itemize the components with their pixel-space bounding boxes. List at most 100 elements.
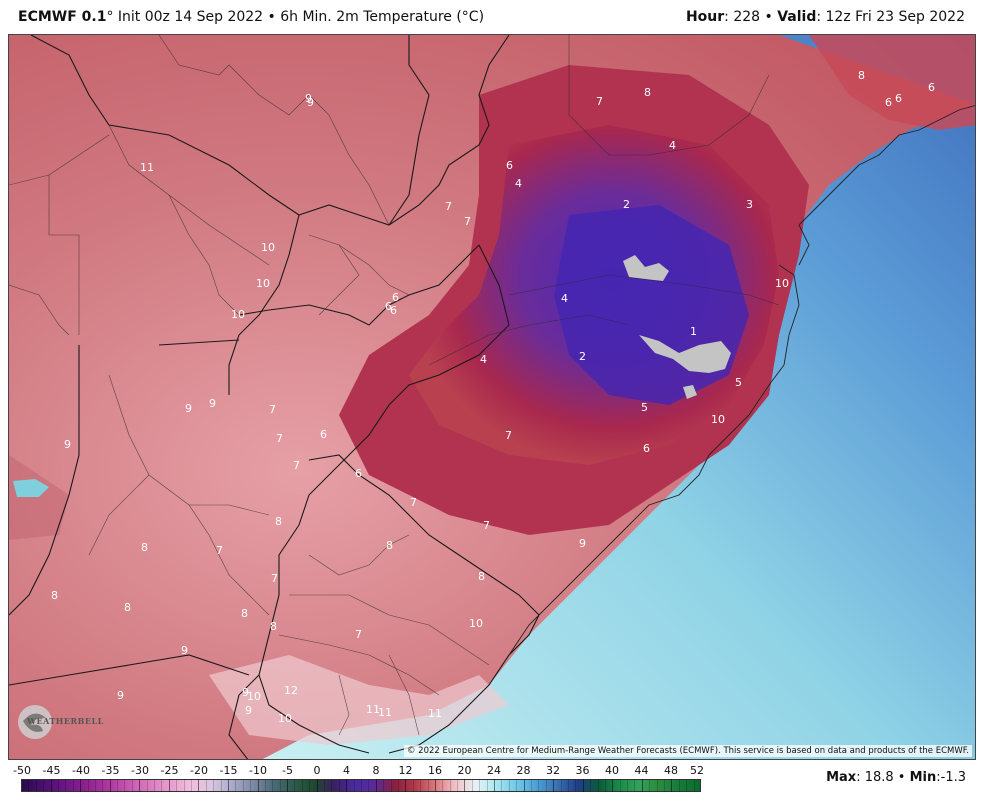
colorbar-separator: [634, 779, 636, 792]
colorbar-separator: [390, 779, 392, 792]
colorbar-separator: [35, 779, 37, 792]
temp-label: 11: [428, 707, 442, 720]
colorbar-separator: [102, 779, 104, 792]
colorbar-separator: [501, 779, 503, 792]
country-borders: [9, 35, 540, 759]
temp-label: 10: [469, 617, 483, 630]
colorbar-separator: [264, 779, 266, 792]
colorbar-separator: [361, 779, 362, 792]
colorbar-tick: 52: [690, 764, 704, 777]
colorbar-separator: [412, 779, 414, 792]
temp-label: 10: [261, 241, 275, 254]
temp-label: 7: [293, 459, 300, 472]
map-header: ECMWF 0.1° Init 00z 14 Sep 2022 • 6h Min…: [0, 0, 984, 34]
colorbar-separator: [139, 779, 141, 792]
colorbar-tick: -15: [219, 764, 238, 777]
temp-label: 7: [276, 432, 283, 445]
colorbar-separator: [279, 779, 281, 792]
colorbar-tick: -50: [13, 764, 31, 777]
temp-label: 7: [355, 628, 362, 641]
temp-label: 6: [895, 92, 902, 105]
colorbar-tick: 28: [516, 764, 531, 777]
colorbar-separator: [405, 779, 407, 792]
min-label: Min: [909, 770, 937, 785]
init-description: ° Init 00z 14 Sep 2022 • 6h Min. 2m Temp…: [106, 9, 485, 25]
colorbar-separator: [434, 779, 436, 792]
temp-label: 7: [216, 544, 223, 557]
temp-label: 9: [64, 438, 71, 451]
frost-patch-1: [623, 255, 669, 281]
colorbar-separator: [257, 779, 259, 792]
colorbar-separator: [531, 779, 532, 792]
colorbar-separator: [397, 779, 399, 792]
temp-label: 9: [117, 689, 124, 702]
temp-label: 9: [579, 537, 586, 550]
frost-patch-3: [683, 385, 697, 399]
colorbar-separator: [457, 779, 459, 792]
south-pale: [209, 655, 509, 745]
temperature-map: 11 9 10 10 10 9 9 9 7 7 6 7 6 6 7 6 7 7 …: [8, 34, 976, 760]
temp-label: 11: [378, 706, 392, 719]
colorbar-tick: 32: [546, 764, 560, 777]
colorbar-separator: [604, 779, 606, 792]
colorbar-tick: -35: [101, 764, 120, 777]
temp-label: 8: [141, 541, 148, 554]
temp-label: 6: [643, 442, 650, 455]
temp-label: 6: [390, 304, 397, 317]
temp-label: 8: [270, 620, 277, 633]
colorbar-tick: 44: [634, 764, 649, 777]
temp-label: 10: [231, 308, 245, 321]
colorbar: -50 -45 -40 -35 -30 -25 -20 -15 -10 -5 0…: [0, 760, 984, 808]
colorbar-separator: [324, 779, 326, 792]
temp-label: 9: [307, 96, 314, 109]
colorbar-separator: [656, 779, 658, 792]
colorbar-tick: -45: [42, 764, 61, 777]
colorbar-separator: [316, 779, 318, 792]
temp-label: 12: [284, 684, 298, 697]
colorbar-separator: [368, 779, 370, 792]
temp-label: 6: [885, 96, 892, 109]
valid-label: Valid: [777, 9, 817, 25]
temp-label: 4: [561, 292, 568, 305]
ocean: [262, 35, 975, 759]
colorbar-separator: [28, 779, 30, 792]
colorbar-separator: [486, 779, 488, 792]
max-value: : 18.8 •: [856, 770, 910, 785]
temp-label: 6: [506, 159, 513, 172]
colorbar-tick: 16: [428, 764, 442, 777]
colorbar-separator: [523, 779, 525, 792]
colorbar-separator: [678, 779, 680, 792]
colorbar-separator: [545, 779, 547, 792]
colorbar-separator: [597, 779, 599, 792]
colorbar-separator: [471, 779, 473, 792]
colorbar-tick: -30: [131, 764, 149, 777]
colorbar-tick: -10: [249, 764, 267, 777]
colorbar-separator: [464, 779, 466, 792]
colorbar-separator: [627, 779, 629, 792]
colorbar-separator: [87, 779, 89, 792]
colorbar-tick: -40: [72, 764, 90, 777]
temp-label: 4: [669, 139, 676, 152]
temp-label: 7: [505, 429, 512, 442]
colorbar-separator: [649, 779, 651, 792]
colorbar-separator: [117, 779, 119, 792]
temp-label: 10: [775, 277, 789, 290]
coastline: [508, 105, 975, 656]
colorbar-tick: 12: [398, 764, 413, 777]
temp-label: 8: [241, 607, 248, 620]
temp-label: 11: [140, 161, 154, 174]
colorbar-separator: [43, 779, 45, 792]
temp-label: 9: [305, 92, 312, 105]
temperature-labels: 11 9 10 10 10 9 9 9 7 7 6 7 6 6 7 6 7 7 …: [51, 69, 935, 725]
colorbar-tick: 48: [664, 764, 678, 777]
temp-label: 4: [515, 177, 522, 190]
colorbar-tick: 4: [343, 764, 350, 777]
small-lake: [13, 479, 49, 497]
colorbar-tick: 36: [575, 764, 590, 777]
colorbar-tick: 40: [605, 764, 619, 777]
temp-label: 10: [256, 277, 270, 290]
colorbar-separator: [553, 779, 555, 792]
temp-label: 10: [711, 413, 725, 426]
map-canvas: 11 9 10 10 10 9 9 9 7 7 6 7 6 6 7 6 7 7 …: [9, 35, 975, 759]
colorbar-separator: [80, 779, 82, 792]
